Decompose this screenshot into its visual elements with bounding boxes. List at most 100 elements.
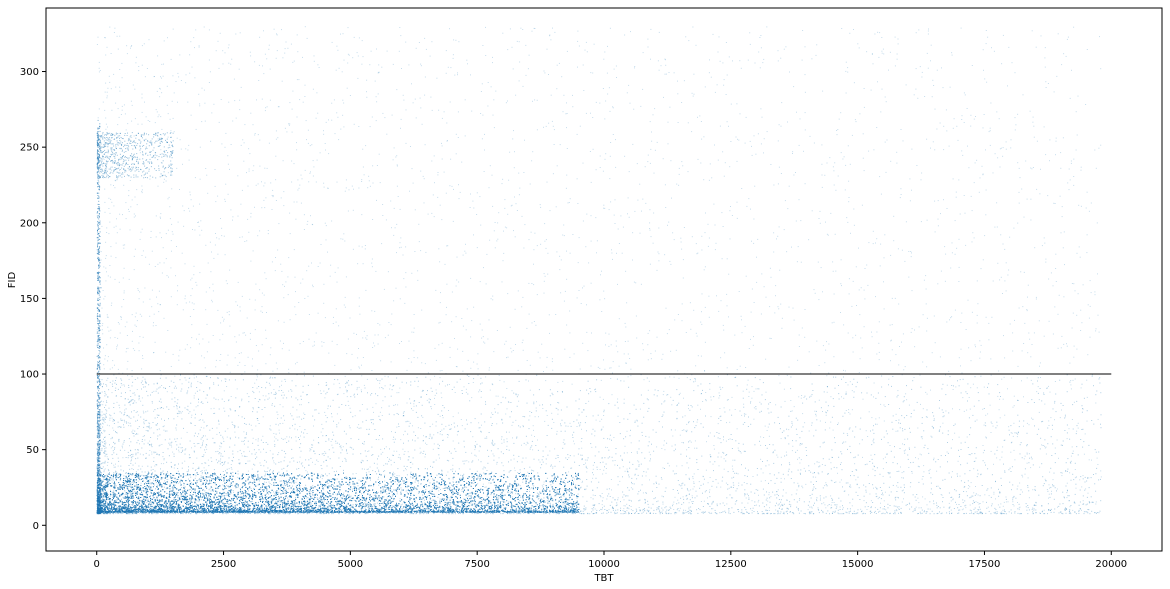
data-point (751, 240, 752, 242)
data-point (275, 438, 277, 440)
data-point (773, 184, 775, 186)
data-point (231, 58, 233, 60)
data-point (252, 495, 254, 496)
data-point (101, 329, 103, 331)
data-point (1076, 134, 1078, 136)
data-point (891, 349, 893, 351)
data-point (737, 473, 739, 475)
data-point (1064, 417, 1066, 419)
data-point (836, 130, 838, 131)
data-point (127, 149, 129, 150)
data-point (611, 249, 612, 251)
data-point (536, 99, 538, 101)
data-point (106, 316, 108, 318)
data-point (976, 387, 978, 389)
data-point (240, 86, 242, 88)
data-point (399, 208, 401, 210)
data-point (848, 412, 850, 413)
data-point (535, 502, 536, 504)
data-point (400, 118, 402, 120)
data-point (615, 166, 617, 168)
data-point (1077, 293, 1079, 295)
data-point (271, 478, 273, 479)
data-point (392, 471, 394, 473)
data-point (159, 262, 161, 264)
data-point (171, 146, 173, 147)
data-point (299, 343, 301, 345)
data-point (438, 490, 440, 492)
data-point (178, 410, 180, 412)
data-point (1020, 271, 1022, 273)
data-point (681, 484, 683, 486)
data-point (358, 305, 360, 307)
data-point (1032, 418, 1034, 420)
data-point (196, 500, 198, 502)
data-point (884, 141, 886, 143)
data-point (536, 245, 538, 247)
data-point (104, 510, 106, 512)
data-point (1070, 460, 1072, 462)
data-point (228, 468, 230, 470)
data-point (738, 139, 740, 141)
data-point (143, 426, 145, 428)
data-point (750, 311, 752, 313)
data-point (225, 378, 227, 380)
data-point (199, 234, 201, 236)
data-point (188, 207, 190, 209)
data-point (116, 432, 118, 434)
data-point (630, 368, 632, 370)
data-point (338, 382, 340, 384)
data-point (665, 307, 667, 309)
data-point (1045, 87, 1047, 88)
data-point (1048, 385, 1049, 387)
data-point (418, 223, 420, 225)
data-point (405, 286, 407, 288)
data-point (517, 290, 519, 292)
data-point (999, 398, 1001, 400)
data-point (289, 212, 291, 214)
data-point (674, 319, 676, 321)
data-point (106, 314, 108, 316)
data-point (120, 114, 122, 115)
data-point (107, 477, 108, 479)
data-point (117, 322, 119, 323)
data-point (268, 397, 270, 399)
data-point (160, 213, 162, 215)
data-point (528, 282, 530, 284)
data-point (858, 289, 860, 291)
data-point (217, 40, 219, 42)
data-point (592, 148, 594, 150)
data-point (153, 390, 155, 392)
data-point (203, 494, 204, 496)
data-point (473, 234, 474, 236)
data-point (971, 210, 973, 212)
data-point (257, 444, 259, 446)
data-point (306, 139, 307, 141)
data-point (418, 241, 420, 243)
data-point (105, 255, 107, 257)
data-point (847, 67, 849, 69)
data-point (507, 49, 509, 51)
data-point (487, 449, 488, 451)
data-point (200, 484, 202, 486)
data-point (1079, 256, 1081, 258)
data-point (167, 198, 169, 200)
data-point (938, 430, 940, 432)
data-point (923, 279, 925, 281)
data-point (601, 270, 602, 272)
data-point (682, 165, 684, 167)
data-point (252, 358, 253, 360)
data-point (252, 170, 254, 172)
data-point (562, 380, 564, 382)
data-point (965, 244, 967, 246)
data-point (261, 207, 263, 209)
data-point (154, 505, 156, 507)
data-point (103, 462, 105, 464)
data-point (565, 113, 567, 115)
data-point (803, 150, 804, 152)
data-point (145, 256, 147, 258)
data-point (155, 482, 157, 484)
data-point (878, 417, 880, 419)
data-point (722, 387, 724, 389)
data-point (386, 497, 388, 499)
